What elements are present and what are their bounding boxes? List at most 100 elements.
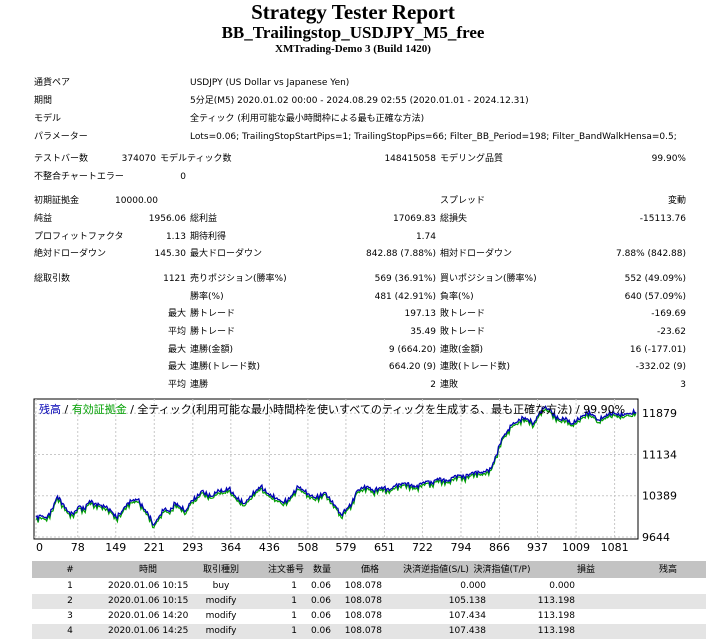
equity-line — [35, 407, 637, 529]
cons-profit-value: 664.20 (9) — [388, 362, 436, 372]
table-cell: 0.06 — [310, 581, 331, 591]
mismatch-label: 不整合チャートエラー — [34, 172, 124, 182]
expected-value: 1.74 — [415, 232, 436, 242]
avg-cons-wins-label: 連勝 — [190, 380, 209, 390]
balance-chart: 11879 11134 10389 9644 0 78 149 221 293 364 436 50… — [33, 398, 677, 554]
gross-loss-value: -15113.76 — [639, 214, 686, 224]
symbol-value: USDJPY (US Dollar vs Japanese Yen) — [190, 78, 350, 88]
parameters-label: パラメーター — [34, 132, 88, 142]
table-row — [32, 594, 706, 609]
spread-value: 変動 — [667, 196, 686, 206]
table-cell: 2020.01.06 10:15 — [108, 596, 189, 606]
column-header: 残高 — [658, 565, 677, 575]
ea-name: BB_Trailingstop_USDJPY_M5_free — [221, 23, 485, 42]
period-label: 期間 — [34, 96, 53, 106]
rel-dd-label: 相対ドローダウン — [440, 249, 513, 259]
cons-loss-value: -332.02 (9) — [635, 362, 686, 372]
max-loss-value: -169.69 — [651, 309, 686, 319]
max-win-label: 勝トレード — [190, 309, 236, 319]
max-word-3: 最大 — [167, 362, 186, 372]
bars-value: 374070 — [121, 154, 156, 164]
table-cell: 0.06 — [310, 626, 331, 636]
max-loss-label: 敗トレード — [440, 309, 486, 319]
table-cell: 1 — [291, 626, 297, 636]
table-cell: 113.198 — [537, 596, 575, 606]
quality-label: モデリング品質 — [440, 154, 504, 164]
x-tick-label: 937 — [527, 541, 548, 554]
quality-value: 99.90% — [651, 154, 686, 164]
server-build: XMTrading-Demo 3 (Build 1420) — [275, 43, 431, 55]
avg-cons-losses-value: 3 — [680, 380, 686, 390]
gross-loss-label: 総損失 — [440, 214, 468, 224]
parameters-value: Lots=0.06; TrailingStopStartPips=1; Trai… — [190, 132, 677, 142]
table-cell: 0.06 — [310, 596, 331, 606]
x-tick-label: 579 — [335, 541, 356, 554]
x-tick-label: 722 — [412, 541, 433, 554]
avg-word-1: 平均 — [167, 327, 186, 337]
legend-model: / 全ティック(利用可能な最小時間枠を使いすべてのティックを生成する、最も正確な… — [127, 402, 625, 416]
column-header: # — [66, 565, 74, 575]
net-label: 純益 — [34, 214, 53, 224]
max-dd-value: 842.88 (7.88%) — [366, 249, 436, 259]
x-tick-label: 0 — [36, 541, 43, 554]
x-tick-label: 794 — [450, 541, 471, 554]
loss-label: 負率(%) — [440, 292, 474, 302]
x-tick-label: 293 — [182, 541, 203, 554]
trades-label: 総取引数 — [34, 274, 71, 284]
avg-cons-wins-value: 2 — [430, 380, 436, 390]
max-word-1: 最大 — [167, 309, 186, 319]
plot-area — [33, 398, 639, 540]
cons-losses-label: 連敗(金額) — [440, 345, 484, 355]
abs-dd-value: 145.30 — [154, 249, 187, 259]
mismatch-value: 0 — [180, 172, 186, 182]
table-cell: 2020.01.06 14:20 — [108, 611, 189, 621]
table-cell: 3 — [67, 611, 73, 621]
x-tick-label: 436 — [259, 541, 280, 554]
table-cell: 108.078 — [344, 596, 382, 606]
spread-label: スプレッド — [440, 196, 486, 206]
x-tick-label: 221 — [144, 541, 165, 554]
avg-cons-losses-label: 連敗 — [440, 380, 459, 390]
deposit-label: 初期証拠金 — [34, 196, 80, 206]
y-tick-label: 11134 — [642, 448, 677, 461]
table-cell: 105.138 — [448, 596, 486, 606]
short-value: 569 (36.91%) — [374, 274, 436, 284]
short-label: 売りポジション(勝率%) — [190, 274, 287, 284]
cons-loss-label: 連敗(トレード数) — [440, 362, 511, 372]
orders-header — [32, 561, 706, 578]
x-tick-label: 78 — [71, 541, 85, 554]
period-value: 5分足(M5) 2020.01.02 00:00 - 2024.08.29 02… — [190, 96, 529, 106]
x-tick-label: 1081 — [601, 541, 629, 554]
cons-wins-value: 9 (664.20) — [388, 345, 436, 355]
legend-sep: / — [61, 403, 72, 416]
column-header: 価格 — [360, 565, 379, 575]
table-cell: 0.000 — [549, 581, 575, 591]
table-cell: 0.000 — [460, 581, 486, 591]
deposit-value: 10000.00 — [115, 196, 158, 206]
avg-word-2: 平均 — [167, 380, 186, 390]
table-cell: 2020.01.06 10:15 — [108, 581, 189, 591]
report-title: Strategy Tester Report — [251, 0, 455, 24]
x-tick-labels: 0 78 149 221 293 364 436 508 579 651 722 794 866 937 1… — [36, 541, 629, 554]
gross-profit-value: 17069.83 — [393, 214, 436, 224]
table-cell: 1 — [291, 581, 297, 591]
expected-label: 期待利得 — [190, 232, 227, 242]
cons-losses-value: 16 (-177.01) — [629, 345, 686, 355]
column-header: 決済逆指値(S/L) — [403, 565, 469, 575]
bars-label: テストバー数 — [34, 154, 89, 164]
long-label: 買いポジション(勝率%) — [440, 274, 537, 284]
gross-profit-label: 総利益 — [190, 214, 218, 224]
loss-value: 640 (57.09%) — [624, 292, 686, 302]
max-win-value: 197.13 — [404, 309, 437, 319]
table-cell: 113.198 — [537, 626, 575, 636]
table-cell: modify — [205, 596, 237, 606]
ticks-value: 148415058 — [384, 154, 436, 164]
abs-dd-label: 絶対ドローダウン — [34, 249, 107, 259]
column-header: 損益 — [576, 565, 595, 575]
avg-win-label: 勝トレード — [190, 327, 236, 337]
symbol-label: 通貨ペア — [34, 78, 71, 88]
grid — [34, 399, 638, 539]
y-tick-label: 9644 — [642, 531, 670, 544]
avg-loss-label: 敗トレード — [440, 327, 486, 337]
table-cell: modify — [205, 626, 237, 636]
